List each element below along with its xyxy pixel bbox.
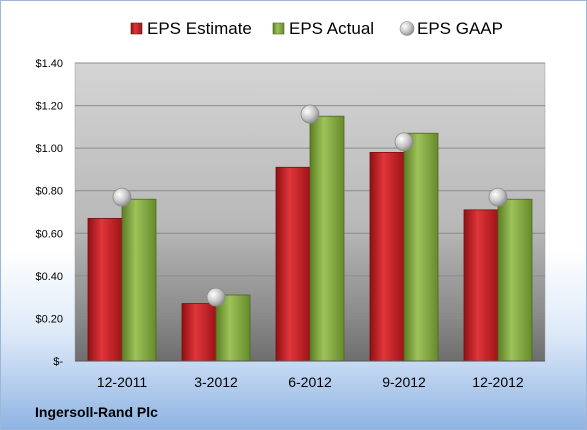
actual-bar: [497, 198, 533, 362]
legend-swatch: [399, 21, 415, 36]
y-tick-label: $-: [53, 356, 63, 368]
y-tick-label: $1.00: [35, 143, 63, 155]
legend-swatch: [272, 22, 285, 35]
bars: [87, 115, 533, 362]
gaap-marker: [488, 187, 508, 207]
x-category-label: 3-2012: [194, 374, 238, 390]
x-category-label: 12-2011: [97, 374, 148, 390]
x-category-label: 6-2012: [288, 374, 332, 390]
y-tick-label: $1.20: [35, 101, 63, 113]
x-axis-categories: 12-2011 3-2012 6-2012 9-2012 12-2012: [97, 374, 524, 390]
estimate-bar: [87, 217, 123, 362]
gaap-marker: [206, 287, 226, 307]
x-category-label: 12-2012: [472, 374, 524, 390]
estimate-bar: [275, 166, 311, 362]
y-tick-label: $0.20: [35, 313, 63, 325]
estimate-bar: [463, 209, 499, 362]
gaap-marker: [300, 104, 320, 124]
x-category-label: 9-2012: [382, 374, 426, 390]
actual-bar: [121, 198, 157, 362]
gaap-marker: [112, 187, 132, 207]
estimate-bar: [181, 303, 217, 362]
y-tick-label: $0.60: [35, 228, 63, 240]
actual-bar: [215, 294, 251, 362]
legend-label: EPS Estimate: [147, 19, 252, 38]
gaap-marker: [394, 132, 414, 152]
legend-swatch: [130, 22, 143, 35]
legend-label: EPS GAAP: [417, 19, 503, 38]
legend-estimate: EPS Estimate: [130, 19, 252, 38]
legend: EPS Estimate EPS Actual EPS GAAP: [130, 19, 503, 38]
actual-bar: [403, 132, 439, 362]
legend-actual: EPS Actual: [272, 19, 374, 38]
y-axis-ticks: $- $0.20 $0.40 $0.60 $0.80 $1.00 $1.20 $1.40: [35, 58, 63, 368]
company-label: Ingersoll-Rand Plc: [35, 404, 158, 420]
legend-label: EPS Actual: [289, 19, 374, 38]
y-tick-label: $0.80: [35, 186, 63, 198]
estimate-bar: [369, 151, 405, 362]
actual-bar: [309, 115, 345, 362]
y-tick-label: $0.40: [35, 271, 63, 283]
y-tick-label: $1.40: [35, 58, 63, 70]
gaap-markers: [112, 104, 508, 307]
legend-gaap: EPS GAAP: [399, 19, 503, 38]
